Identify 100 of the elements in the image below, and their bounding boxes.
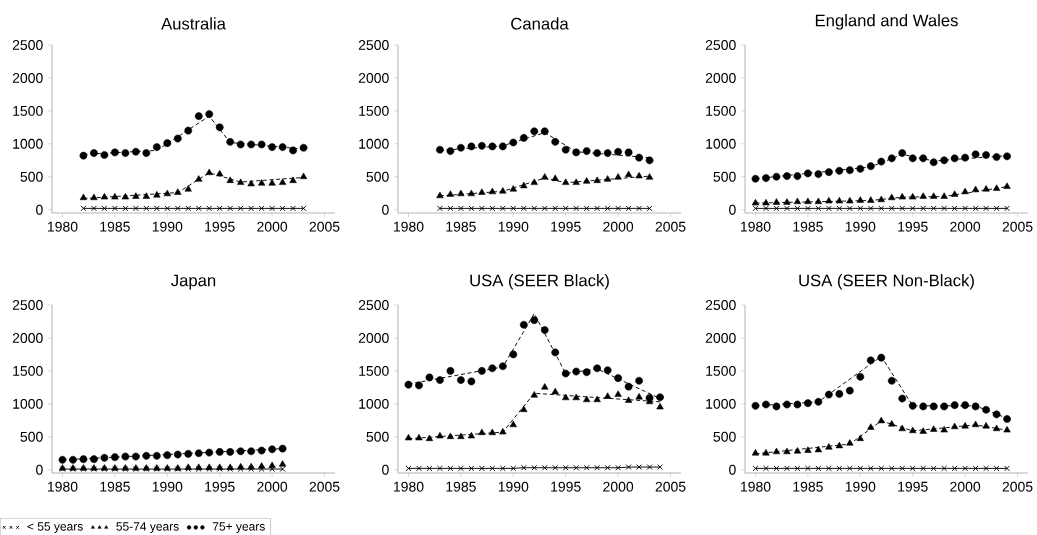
point <box>142 149 151 157</box>
point <box>163 139 172 148</box>
point <box>236 140 245 149</box>
point <box>908 154 917 163</box>
point <box>751 401 760 410</box>
point <box>69 455 77 464</box>
point <box>1003 182 1011 189</box>
point <box>205 110 214 119</box>
point <box>489 465 496 472</box>
point <box>804 169 812 178</box>
y-tick-label: 2000 <box>12 333 43 343</box>
x-tick-label: 2000 <box>950 221 981 232</box>
x-tick-label: 1985 <box>100 481 130 492</box>
point <box>572 367 581 376</box>
x-tick-label: 2000 <box>950 481 981 492</box>
point <box>814 397 823 406</box>
x-tick-label: 1995 <box>205 481 235 492</box>
point <box>520 181 528 189</box>
point <box>80 205 87 212</box>
point <box>236 447 245 456</box>
point <box>772 172 781 181</box>
point <box>971 185 980 193</box>
point <box>436 376 444 384</box>
point <box>268 143 276 151</box>
point <box>646 205 653 212</box>
y-tick-label: 2500 <box>12 300 43 310</box>
x-tick-label: 1980 <box>740 481 771 492</box>
point <box>142 192 150 199</box>
point <box>510 465 517 472</box>
point <box>951 190 959 197</box>
x-tick-label: 1985 <box>446 221 476 232</box>
y-tick-label: 2000 <box>705 72 736 83</box>
point <box>530 127 539 136</box>
point <box>90 149 98 157</box>
point <box>762 198 770 206</box>
point <box>446 190 455 197</box>
point <box>583 464 590 471</box>
y-tick-label: 2500 <box>12 40 43 50</box>
point <box>887 154 896 163</box>
chart-title: England and Wales <box>815 14 958 30</box>
point <box>846 465 853 472</box>
point <box>845 386 854 395</box>
point <box>551 348 560 357</box>
point <box>940 156 949 165</box>
point <box>898 193 906 200</box>
point <box>962 205 969 212</box>
point <box>90 193 98 201</box>
point <box>163 189 171 197</box>
point <box>793 400 802 409</box>
point <box>562 205 569 212</box>
point <box>237 205 244 212</box>
point <box>552 464 559 471</box>
point <box>794 465 801 472</box>
point <box>121 452 130 461</box>
point <box>257 446 266 455</box>
point <box>604 205 611 212</box>
point <box>405 465 412 472</box>
point <box>437 465 443 472</box>
point <box>552 205 559 212</box>
point <box>940 402 949 411</box>
point <box>888 465 895 472</box>
point <box>920 465 927 472</box>
point <box>531 464 538 471</box>
point <box>992 410 1001 419</box>
point <box>132 192 140 199</box>
point <box>971 150 980 159</box>
point <box>615 205 622 212</box>
point <box>877 416 885 424</box>
point <box>436 191 444 199</box>
point <box>101 205 108 212</box>
point <box>772 198 781 205</box>
x-tick-label: 1980 <box>393 221 424 232</box>
point <box>773 465 780 472</box>
point <box>457 376 465 384</box>
point <box>951 422 959 430</box>
point <box>950 401 959 410</box>
point <box>299 143 308 152</box>
x-tick-label: 1990 <box>152 481 183 492</box>
x-tick-label: 1995 <box>551 221 581 232</box>
point <box>572 148 581 157</box>
point <box>468 465 475 472</box>
point <box>804 205 811 212</box>
point <box>909 426 917 434</box>
point <box>457 465 464 472</box>
point <box>846 439 854 446</box>
point <box>593 176 601 183</box>
point <box>877 195 885 203</box>
point <box>300 205 307 212</box>
point <box>594 205 601 212</box>
point <box>437 205 443 212</box>
x-tick-label: 1990 <box>845 221 876 232</box>
point <box>635 376 643 385</box>
y-tick-label: 2500 <box>705 300 736 310</box>
point <box>857 465 864 472</box>
point <box>762 400 770 409</box>
point <box>279 466 286 472</box>
point <box>237 178 245 185</box>
point <box>908 401 917 410</box>
point <box>961 187 969 195</box>
point <box>195 205 202 212</box>
